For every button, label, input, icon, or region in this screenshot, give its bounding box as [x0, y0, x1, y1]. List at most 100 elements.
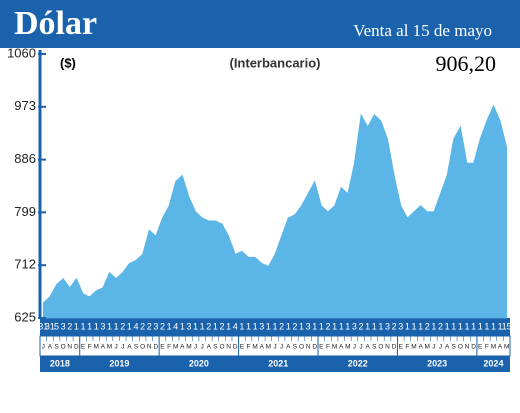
month-label: F [485, 344, 489, 351]
day-label: 2 [206, 321, 211, 331]
day-label: 31 [38, 321, 48, 331]
day-label: 3 [306, 321, 311, 331]
year-label: 2021 [268, 358, 288, 368]
month-label: S [213, 344, 218, 351]
month-label: E [160, 344, 165, 351]
day-label: 3 [385, 321, 390, 331]
day-label: 1 [405, 321, 410, 331]
day-label: 3 [259, 321, 264, 331]
day-label: 1 [498, 321, 503, 331]
day-label: 1 [478, 321, 483, 331]
day-label: 2 [140, 321, 145, 331]
day-label: 2 [120, 321, 125, 331]
month-label: J [353, 344, 356, 351]
day-label: 3 [100, 321, 105, 331]
day-label: 1 [319, 321, 324, 331]
day-label: 2 [392, 321, 397, 331]
month-label: E [399, 344, 404, 351]
day-label: 1 [445, 321, 450, 331]
month-label: A [101, 344, 106, 351]
y-tick-label: 625 [14, 309, 36, 324]
day-label: 1 [127, 321, 132, 331]
day-label: 1 [272, 321, 277, 331]
year-label: 2018 [50, 358, 70, 368]
day-label: 1 [94, 321, 99, 331]
day-label: 15 [502, 321, 512, 331]
day-label: 1 [239, 321, 244, 331]
chart-title: Dólar [14, 5, 97, 42]
month-label: A [180, 344, 185, 351]
month-label: J [439, 344, 442, 351]
day-label: 1 [74, 321, 79, 331]
day-label: 1 [299, 321, 304, 331]
month-label: F [405, 344, 409, 351]
day-label: 3 [398, 321, 403, 331]
day-label: 2 [359, 321, 364, 331]
month-label: O [458, 344, 463, 351]
day-label: 5 [54, 321, 59, 331]
day-label: 1 [332, 321, 337, 331]
day-label: 1 [378, 321, 383, 331]
month-label: M [173, 344, 178, 351]
month-label: A [286, 344, 291, 351]
month-label: J [273, 344, 276, 351]
day-label: 2 [67, 321, 72, 331]
month-label: E [319, 344, 324, 351]
day-label: 2 [292, 321, 297, 331]
month-label: A [339, 344, 344, 351]
day-label: 31 [45, 321, 55, 331]
month-label: J [194, 344, 197, 351]
month-label: D [233, 344, 238, 351]
month-label: E [240, 344, 245, 351]
month-label: S [372, 344, 377, 351]
day-label: 1 [213, 321, 218, 331]
day-label: 3 [352, 321, 357, 331]
month-label: D [153, 344, 158, 351]
day-label: 1 [312, 321, 317, 331]
month-label: N [385, 344, 390, 351]
month-label: N [147, 344, 152, 351]
day-label: 4 [233, 321, 238, 331]
year-band [40, 356, 510, 372]
y-tick-label: 973 [14, 98, 36, 113]
month-label: J [115, 344, 118, 351]
month-label: E [478, 344, 483, 351]
day-label: 2 [425, 321, 430, 331]
day-label: 1 [226, 321, 231, 331]
year-label: 2023 [427, 358, 447, 368]
month-label: A [207, 344, 212, 351]
day-label: 1 [114, 321, 119, 331]
month-label: M [252, 344, 257, 351]
month-label: D [74, 344, 79, 351]
day-label: 1 [200, 321, 205, 331]
day-label: 1 [253, 321, 258, 331]
month-label: N [306, 344, 311, 351]
day-label: 1 [193, 321, 198, 331]
year-label: 2022 [348, 358, 368, 368]
latest-value: 906,20 [436, 51, 497, 76]
area [42, 104, 508, 319]
day-label: 1 [339, 321, 344, 331]
day-label: 2 [220, 321, 225, 331]
day-label: 1 [107, 321, 112, 331]
day-label: 1 [412, 321, 417, 331]
year-label: 2024 [483, 358, 503, 368]
day-label: 1 [345, 321, 350, 331]
month-label: J [201, 344, 204, 351]
month-label: S [293, 344, 298, 351]
month-label: J [121, 344, 124, 351]
month-label: M [345, 344, 350, 351]
month-label: A [498, 344, 503, 351]
day-label: 1 [167, 321, 172, 331]
day-label: 3 [61, 321, 66, 331]
month-label: M [425, 344, 430, 351]
month-label: A [366, 344, 371, 351]
month-label: D [471, 344, 476, 351]
day-label: 3 [153, 321, 158, 331]
month-label: M [491, 344, 496, 351]
month-label: F [326, 344, 330, 351]
month-label: O [220, 344, 225, 351]
month-label: E [81, 344, 86, 351]
month-label: O [299, 344, 304, 351]
